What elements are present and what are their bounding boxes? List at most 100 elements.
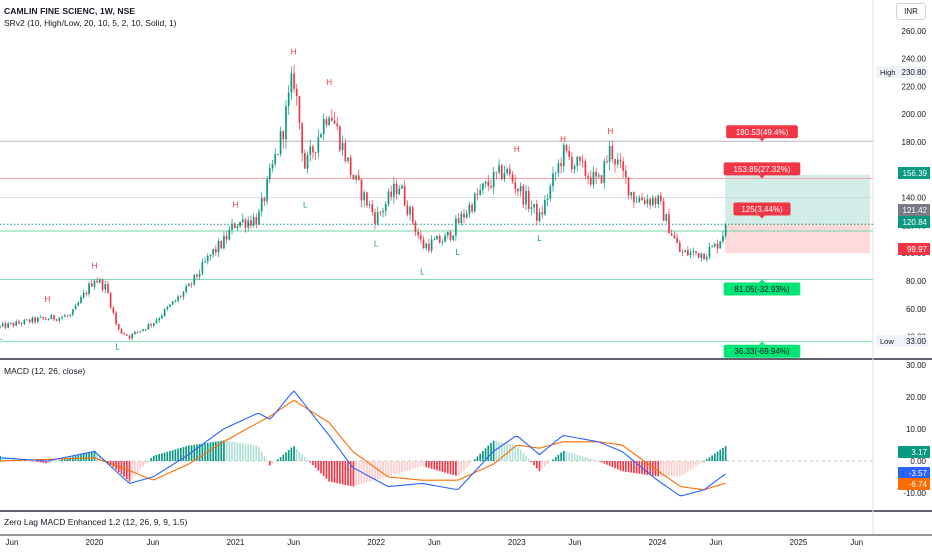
target-label-pointer [759,279,765,283]
macd-histogram-bar [568,452,571,461]
candle [643,200,646,204]
candle [379,212,382,213]
macd-histogram-bar [573,454,576,461]
macd-histogram-bar [204,443,206,461]
macd-histogram-bar [134,461,136,476]
price-tick-label: 180.00 [902,138,927,147]
candle [568,150,571,157]
candle [55,319,58,321]
macd-tick-label: 30.00 [906,361,927,370]
macd-histogram-bar [36,461,39,462]
macd-histogram-bar [530,461,533,463]
macd-histogram-bar [320,461,322,474]
indicator-title[interactable]: SRv2 (10, High/Low, 20, 10, 5, 2, 10, So… [4,18,177,28]
signal-line [0,399,726,491]
macd-histogram-bar [579,455,581,461]
macd-histogram-bar [695,461,697,467]
time-tick-label: 2022 [367,538,385,547]
candle [352,174,355,180]
target-label[interactable]: 81.05(-32.93%) [723,279,801,296]
candle [260,197,263,212]
candle [271,164,274,169]
macd-histogram-bar [58,460,61,461]
macd-histogram-bar [587,457,589,461]
target-label-pointer [759,215,765,219]
candle [546,198,549,200]
candle [63,315,66,317]
currency-button[interactable]: INR [896,3,926,20]
target-label[interactable]: 36.33(-69.94%) [723,341,801,358]
macd-histogram-bar [665,461,668,477]
macd-histogram-bar [209,442,212,461]
candle [371,204,374,213]
macd-histogram-bar [633,461,635,473]
candle [509,168,511,175]
candle [522,186,525,205]
macd-title[interactable]: MACD (12, 26, close) [4,366,86,376]
target-label[interactable]: 153.85(27.32%) [723,162,801,179]
candle [592,171,595,185]
candle [619,159,622,162]
time-tick-label: 2021 [227,538,245,547]
macd-histogram-bar [565,451,568,461]
candle [630,192,633,196]
macd-histogram-bar [306,459,309,461]
candle [449,231,452,240]
candle [622,161,624,171]
candle [535,203,538,221]
candle [368,204,371,206]
candle [258,211,260,225]
candle [177,296,179,301]
position-profit-zone[interactable] [725,174,870,225]
high-tag [876,66,928,78]
target-label-pointer [759,175,765,179]
macd-histogram-bar [330,461,333,483]
macd-histogram-bar [322,461,325,477]
candle [166,307,169,310]
macd-histogram-bar [600,461,603,463]
macd-histogram-bar [438,461,441,472]
candle [193,274,196,285]
candle [241,219,244,222]
macd-histogram-bar [10,457,12,461]
macd-histogram-bar [139,461,142,470]
candle [560,163,562,167]
macd-histogram-bar [705,459,708,461]
macd-histogram-bar [514,445,517,461]
candle [304,153,306,169]
macd-histogram-bar [295,448,298,461]
macd-histogram-bar [55,461,58,462]
macd-histogram-bar [517,446,519,461]
macd-histogram-bar [142,461,144,467]
position-loss-zone[interactable] [725,224,870,254]
macd-histogram-bar [304,456,306,461]
candle [638,197,641,202]
macd-histogram-bar [703,461,705,462]
low-tag-value: 33.00 [906,337,927,346]
zero-lag-macd-title[interactable]: Zero Lag MACD Enhanced 1.2 (12, 26, 9, 9… [4,517,188,527]
macd-histogram-bar [595,460,597,461]
candle [112,307,115,313]
macd-histogram-bar [163,452,166,461]
candle [295,88,298,97]
candle [692,251,695,253]
macd-histogram-bar [420,461,422,467]
macd-histogram-bar [99,455,101,461]
candle [703,253,705,260]
macd-histogram-bar [525,456,527,461]
macd-histogram-bar [88,452,90,461]
target-label[interactable]: 125(3.44%) [733,202,791,219]
macd-histogram-bar [722,447,724,461]
candle [436,235,438,240]
candle [514,181,517,189]
candle [390,191,393,197]
macd-histogram-bar [93,450,96,461]
candle [598,175,600,177]
symbol-title[interactable]: CAMLIN FINE SCIENC, 1W, NSE [4,6,136,16]
macd-histogram-bar [638,461,641,474]
macd-histogram-bar [473,459,476,461]
high-tag-value: 230.80 [902,68,927,77]
target-label[interactable]: 180.53(49.4%) [726,125,798,142]
macd-histogram-bar [171,450,174,461]
